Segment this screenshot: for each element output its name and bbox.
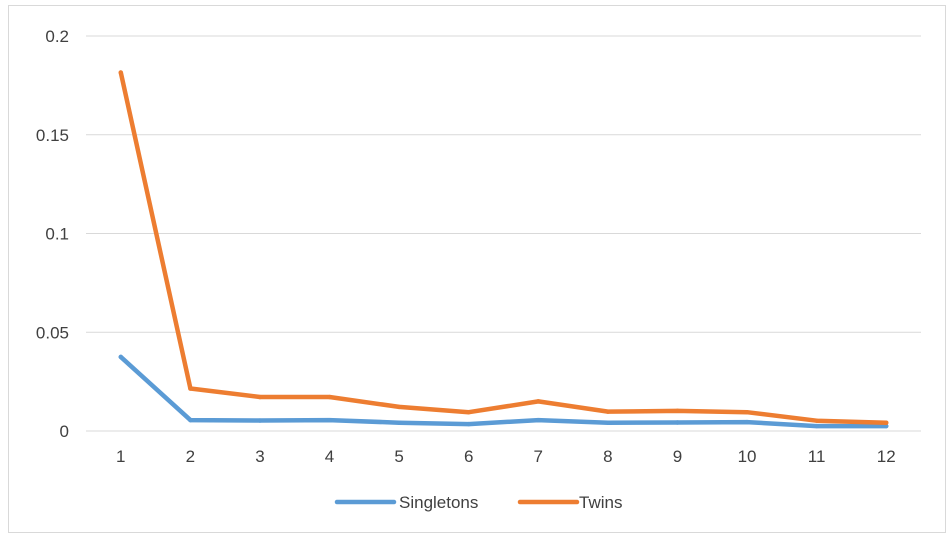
data-point-singletons bbox=[536, 417, 541, 423]
x-tick-label: 9 bbox=[673, 447, 682, 466]
legend: Singletons Twins bbox=[334, 493, 622, 512]
data-point-singletons bbox=[744, 419, 750, 425]
x-tick-label: 11 bbox=[808, 447, 826, 466]
line-chart: 00.050.10.150.2 1 2 3 4 5 6 7 8 9 10 11 12 Singleto… bbox=[36, 27, 921, 512]
data-point-twins bbox=[396, 404, 402, 410]
data-point-twins bbox=[118, 70, 123, 75]
y-tick-label: 0.05 bbox=[36, 323, 69, 342]
x-axis-tick-labels: 1 2 3 4 5 6 7 8 9 10 11 12 bbox=[116, 447, 896, 466]
y-tick-label: 0 bbox=[60, 422, 69, 441]
series-line-twins bbox=[118, 70, 889, 425]
chart-frame: 0 0.05 0.1 0.15 0.2 1 2 3 4 5 6 7 8 9 10 11 12 Singleto… bbox=[8, 5, 946, 533]
data-point-singletons bbox=[605, 420, 611, 425]
data-point-twins bbox=[188, 386, 193, 391]
data-point-twins bbox=[744, 410, 750, 415]
data-point-singletons bbox=[814, 423, 819, 429]
x-tick-label: 4 bbox=[325, 447, 334, 466]
data-point-twins bbox=[257, 394, 263, 400]
legend-label-singletons: Singletons bbox=[399, 493, 478, 512]
x-tick-label: 2 bbox=[186, 447, 195, 466]
x-tick-label: 6 bbox=[464, 447, 473, 466]
data-point-singletons bbox=[257, 418, 263, 423]
x-tick-label: 3 bbox=[255, 447, 264, 466]
data-point-twins bbox=[814, 418, 819, 423]
y-tick-label: 0.1 bbox=[45, 225, 69, 244]
data-point-twins bbox=[884, 420, 889, 425]
legend-label-twins: Twins bbox=[579, 493, 622, 512]
data-point-singletons bbox=[118, 354, 123, 360]
data-point-twins bbox=[605, 409, 611, 414]
x-tick-label: 8 bbox=[603, 447, 612, 466]
y-axis-tick-labels: 0 0.05 0.1 0.15 0.2 bbox=[36, 27, 69, 441]
series-lines bbox=[118, 70, 889, 429]
series-line-singletons bbox=[118, 354, 889, 429]
data-point-singletons bbox=[396, 420, 402, 425]
data-point-twins bbox=[536, 399, 541, 404]
data-point-singletons bbox=[675, 420, 680, 425]
data-point-singletons bbox=[327, 417, 332, 423]
gridlines bbox=[86, 35, 921, 432]
data-point-twins bbox=[466, 410, 471, 415]
x-tick-label: 12 bbox=[877, 447, 896, 466]
data-point-singletons bbox=[466, 421, 471, 427]
x-tick-label: 10 bbox=[738, 447, 757, 466]
data-point-singletons bbox=[884, 423, 889, 429]
data-point-singletons bbox=[188, 417, 193, 423]
data-point-twins bbox=[327, 394, 332, 400]
x-tick-label: 5 bbox=[394, 447, 403, 466]
x-tick-label: 7 bbox=[534, 447, 543, 466]
y-tick-label: 0.2 bbox=[45, 27, 69, 46]
x-tick-label: 1 bbox=[116, 447, 125, 466]
y-tick-label: 0.15 bbox=[36, 126, 69, 145]
data-point-twins bbox=[675, 408, 680, 414]
